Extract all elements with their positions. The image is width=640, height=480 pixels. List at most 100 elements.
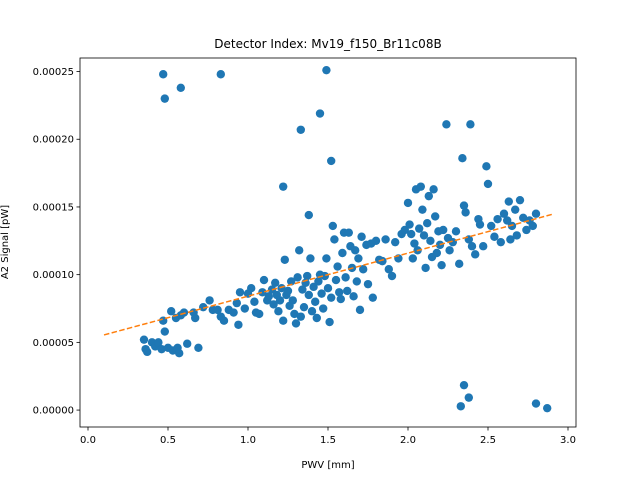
data-point (503, 216, 512, 225)
data-point (319, 304, 328, 313)
data-point (290, 309, 299, 319)
data-point (371, 236, 381, 246)
y-tick-label: 0.00025 (33, 67, 74, 78)
data-point (303, 271, 312, 281)
data-point (299, 302, 309, 312)
data-point (219, 316, 229, 325)
data-point (423, 219, 432, 228)
data-point (467, 242, 477, 251)
x-tick-label: 0.0 (80, 435, 96, 446)
data-point (213, 305, 222, 315)
data-point (421, 263, 430, 273)
data-point (387, 271, 397, 281)
data-point (338, 248, 347, 258)
data-point (451, 227, 461, 236)
data-point (183, 339, 192, 348)
data-point (504, 197, 513, 206)
data-point (279, 182, 288, 191)
data-point (157, 344, 166, 354)
data-point (307, 307, 317, 316)
data-point (416, 182, 425, 191)
y-tick-label: 0.00010 (33, 270, 74, 281)
data-point (528, 221, 537, 231)
data-point (424, 191, 433, 201)
data-point (410, 239, 419, 248)
data-point (442, 120, 451, 129)
data-point (194, 343, 203, 352)
data-point (515, 195, 525, 205)
data-point (415, 224, 424, 233)
data-point (322, 254, 331, 263)
data-point (511, 205, 520, 214)
data-point (280, 255, 289, 264)
y-tick-label: 0.00005 (33, 338, 74, 349)
data-point (400, 225, 409, 235)
data-point (384, 265, 393, 274)
data-point (311, 297, 320, 306)
data-point (315, 109, 325, 118)
data-point (322, 65, 331, 75)
data-point (331, 275, 341, 285)
y-tick-label: 0.00000 (33, 406, 74, 417)
data-point (355, 305, 365, 315)
data-point (482, 162, 491, 171)
data-point (333, 262, 342, 271)
fit-line (103, 213, 553, 336)
data-point (336, 294, 345, 304)
data-point (304, 290, 313, 300)
data-point (499, 209, 509, 218)
data-point (175, 349, 184, 358)
data-point (359, 265, 368, 274)
data-point (269, 300, 278, 309)
data-point (368, 293, 377, 302)
data-point (378, 256, 387, 266)
data-point (344, 228, 353, 237)
y-tick-label: 0.00020 (33, 135, 74, 146)
data-point (235, 288, 245, 297)
data-point (160, 94, 169, 103)
data-point (327, 293, 336, 302)
data-point (304, 210, 313, 220)
data-point (258, 288, 267, 297)
data-point (506, 235, 515, 244)
data-point (341, 273, 350, 282)
data-point (191, 313, 200, 323)
data-point (327, 156, 336, 166)
data-point (275, 296, 285, 305)
data-point (320, 271, 329, 281)
data-point (357, 232, 366, 241)
data-point (323, 284, 333, 293)
data-point (408, 254, 417, 263)
x-tick-label: 1.0 (240, 435, 256, 446)
data-point (354, 254, 363, 263)
data-point (255, 309, 264, 319)
data-point (439, 225, 448, 235)
data-point (247, 284, 256, 293)
data-point (531, 209, 541, 218)
data-point (283, 286, 293, 296)
data-point (309, 282, 318, 292)
data-point (403, 198, 413, 208)
data-point (159, 70, 168, 79)
data-point (429, 185, 438, 194)
data-point (296, 125, 305, 134)
data-point (519, 213, 528, 222)
data-point (295, 246, 304, 255)
data-point (487, 221, 496, 231)
x-tick-label: 1.5 (320, 435, 336, 446)
data-point (205, 296, 214, 305)
data-point (349, 292, 358, 301)
data-point (274, 307, 283, 316)
data-point (296, 312, 305, 321)
y-axis-label: A2 Signal [pW] (0, 205, 11, 279)
data-point (432, 248, 441, 258)
data-point (464, 393, 473, 402)
data-point (456, 402, 465, 411)
data-point (199, 302, 208, 312)
data-point (445, 246, 454, 255)
data-point (493, 214, 502, 224)
data-point (330, 235, 339, 244)
x-tick-label: 0.5 (160, 435, 176, 446)
